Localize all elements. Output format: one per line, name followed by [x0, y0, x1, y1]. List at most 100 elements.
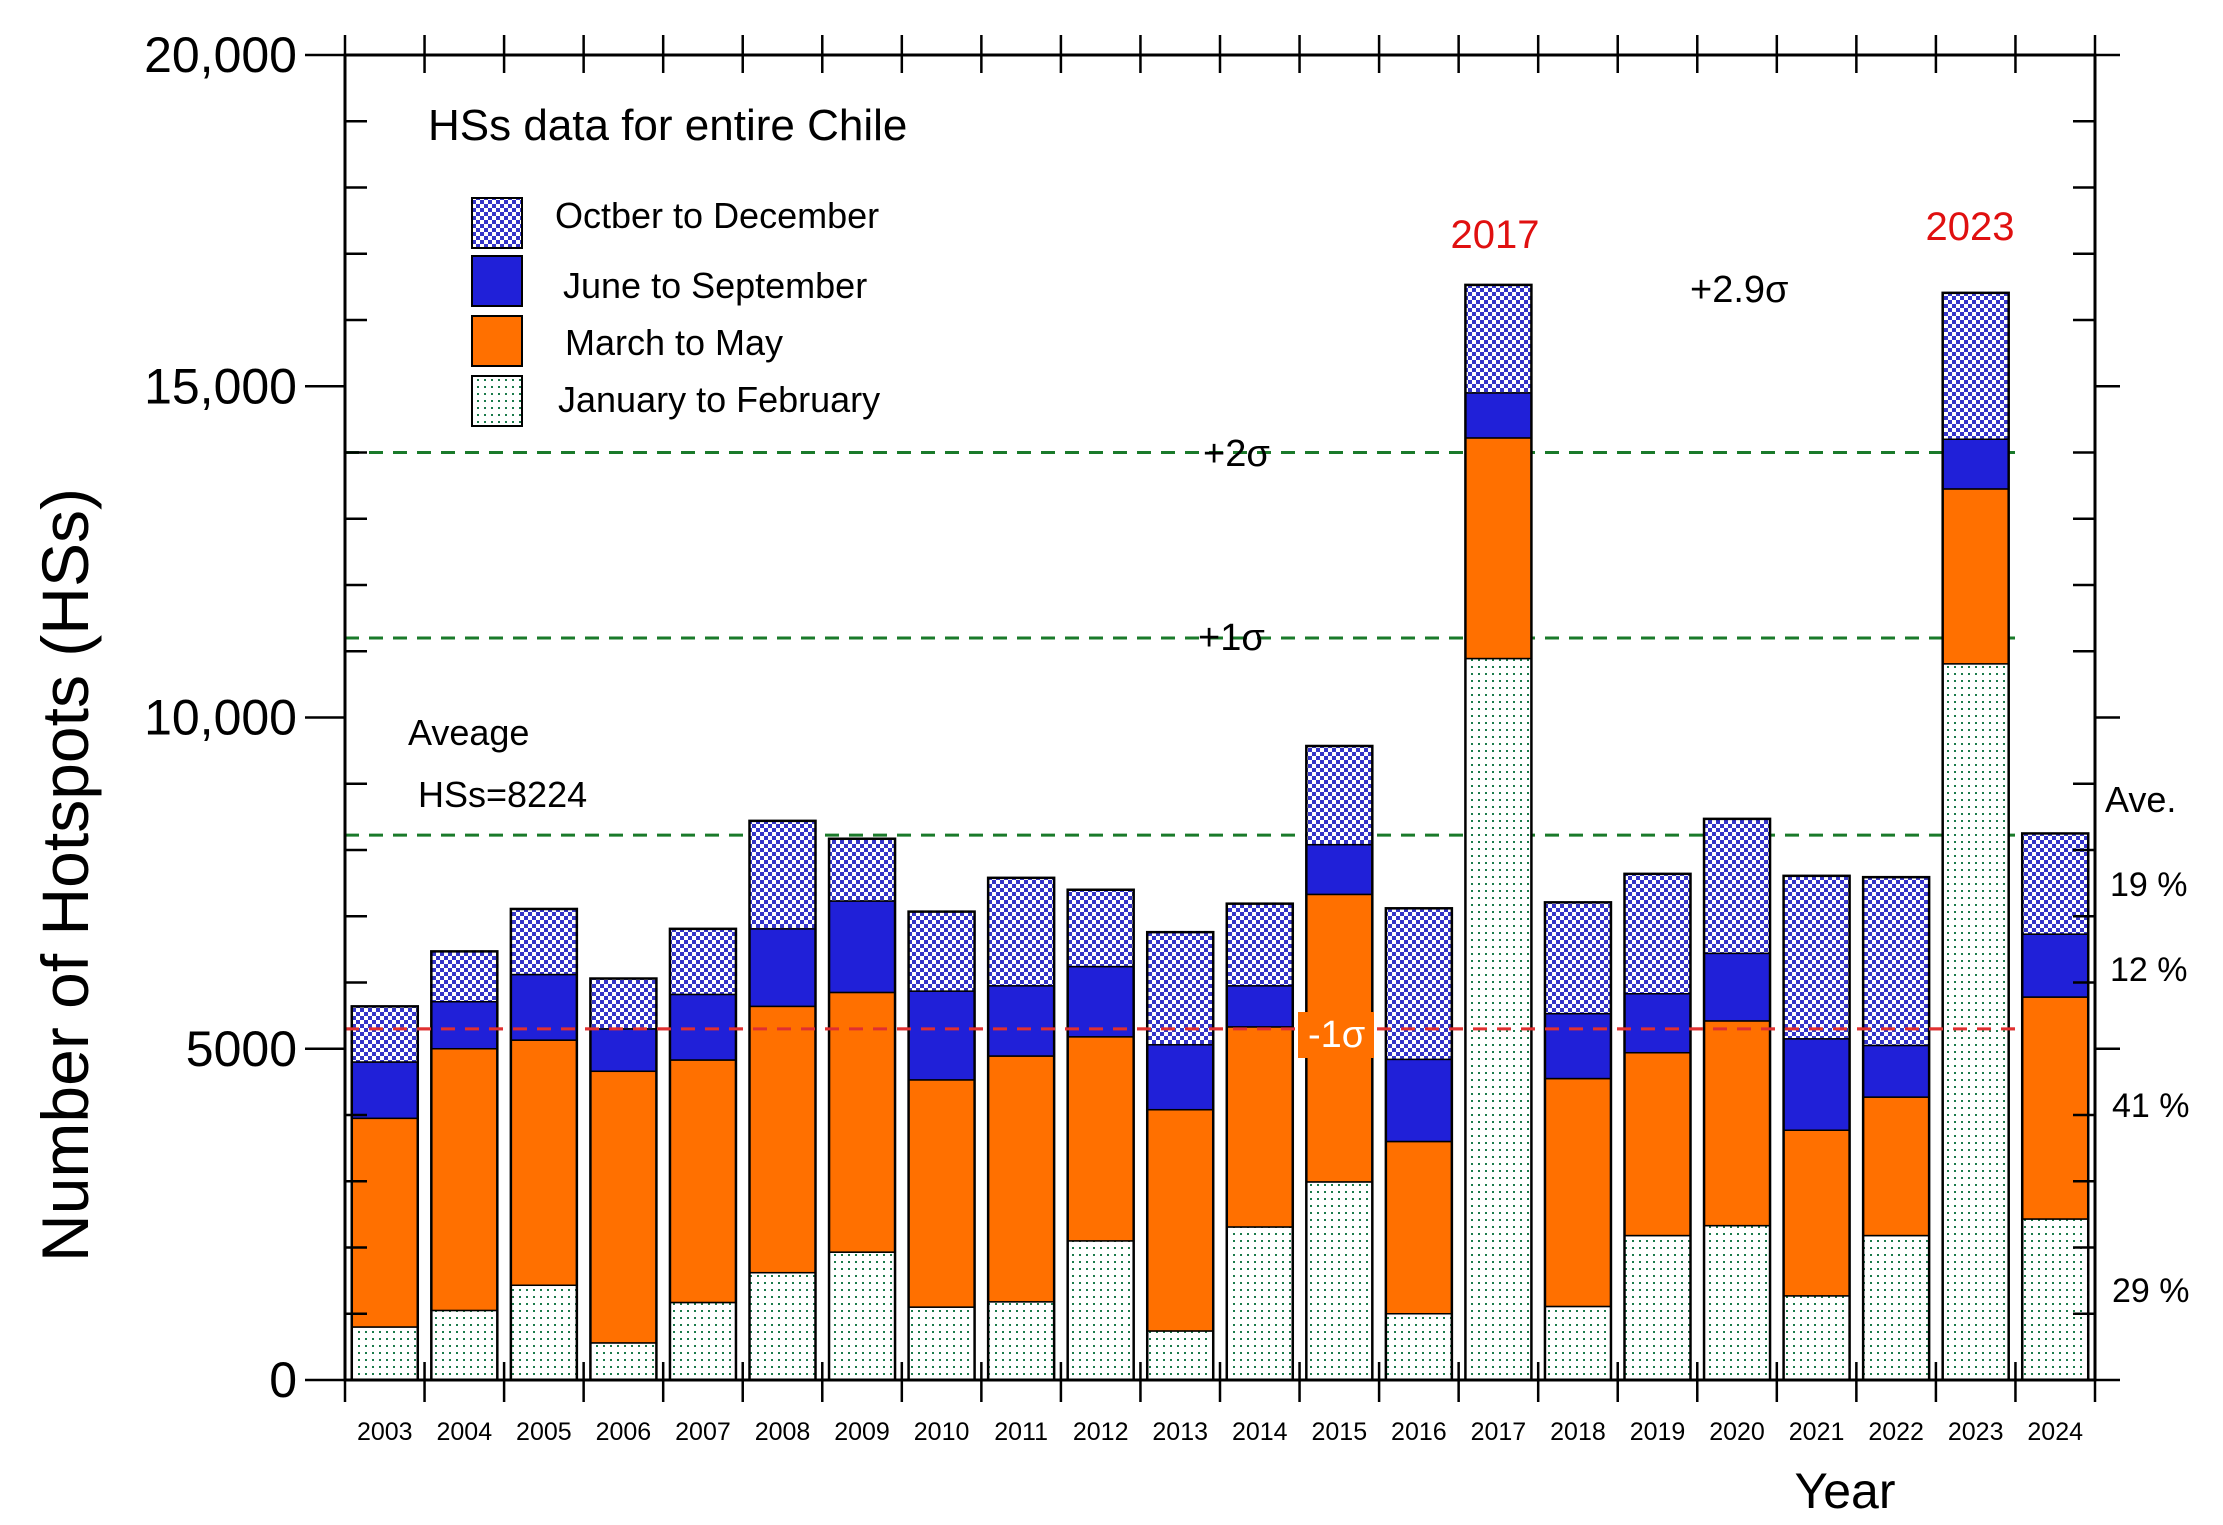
bar-janfeb-2015	[1305, 1181, 1374, 1381]
bar-janfeb-2009	[828, 1251, 896, 1381]
bar-marmay-2024	[2021, 996, 2089, 1220]
bar-janfeb-2019	[1623, 1234, 1692, 1381]
bar-janfeb-2013	[1146, 1330, 1214, 1381]
bar-junsep-2008	[748, 928, 817, 1008]
bar-junsep-2012	[1066, 965, 1135, 1038]
bar-janfeb-2024	[2021, 1218, 2089, 1381]
bar-junsep-2006	[589, 1028, 658, 1073]
bar-junsep-2013	[1146, 1044, 1214, 1111]
bar-janfeb-2022	[1862, 1234, 1930, 1381]
bar-janfeb-2023	[1941, 663, 2010, 1381]
chart-title: HSs data for entire Chile	[428, 101, 907, 150]
bar-junsep-2010	[907, 990, 976, 1081]
bar-janfeb-2020	[1703, 1224, 1771, 1381]
bar-marmay-2011	[987, 1055, 1055, 1303]
x-tick-label-2021: 2021	[1789, 1418, 1845, 1446]
x-tick-label-2006: 2006	[596, 1418, 652, 1446]
bar-janfeb-2011	[987, 1301, 1055, 1381]
average-label-line1: Aveage	[408, 712, 529, 753]
x-tick-label-2014: 2014	[1232, 1418, 1288, 1446]
x-tick-label-2007: 2007	[675, 1418, 731, 1446]
bar-octdec-2010	[907, 910, 976, 992]
bar-junsep-2022	[1862, 1044, 1930, 1098]
bar-junsep-2021	[1782, 1038, 1851, 1131]
bar-marmay-2023	[1941, 488, 2010, 665]
share-marmay: 41 %	[2112, 1087, 2190, 1125]
x-tick-label-2008: 2008	[755, 1418, 811, 1446]
bar-marmay-2013	[1146, 1108, 1214, 1332]
bar-junsep-2019	[1623, 993, 1692, 1054]
bar-marmay-2014	[1226, 1026, 1294, 1228]
bar-marmay-2007	[669, 1059, 737, 1304]
x-tick-label-2013: 2013	[1152, 1418, 1208, 1446]
bar-octdec-2015	[1305, 745, 1374, 846]
x-tick-label-2011: 2011	[994, 1418, 1048, 1446]
x-tick-label-2018: 2018	[1550, 1418, 1606, 1446]
minus1-sigma-label: -1σ	[1308, 1014, 1365, 1056]
x-tick-label-2003: 2003	[357, 1418, 413, 1446]
x-tick-label-2010: 2010	[914, 1418, 970, 1446]
bar-octdec-2019	[1623, 873, 1692, 995]
x-tick-label-2017: 2017	[1471, 1418, 1527, 1446]
bar-marmay-2010	[907, 1079, 976, 1308]
bar-janfeb-2018	[1544, 1305, 1612, 1381]
bar-junsep-2023	[1941, 438, 2010, 490]
bar-janfeb-2005	[510, 1284, 578, 1381]
bar-janfeb-2016	[1385, 1313, 1453, 1381]
bar-janfeb-2004	[430, 1309, 499, 1381]
bar-octdec-2024	[2021, 832, 2089, 935]
x-tick-label-2016: 2016	[1391, 1418, 1447, 1446]
peak-label-2017: 2017	[1451, 213, 1540, 257]
bar-janfeb-2012	[1066, 1240, 1135, 1381]
legend-label-octdec: Octber to December	[555, 195, 879, 236]
bar-janfeb-2003	[351, 1326, 419, 1381]
bar-junsep-2016	[1385, 1058, 1453, 1143]
x-tick-label-2004: 2004	[437, 1418, 493, 1446]
bar-marmay-2009	[828, 991, 896, 1253]
bar-octdec-2005	[510, 908, 578, 976]
bar-marmay-2006	[589, 1070, 658, 1344]
bar-marmay-2003	[351, 1117, 419, 1328]
bar-janfeb-2006	[589, 1342, 658, 1381]
bar-junsep-2015	[1305, 843, 1374, 896]
bar-janfeb-2010	[907, 1306, 976, 1381]
bar-junsep-2003	[351, 1061, 419, 1120]
share-junsep: 12 %	[2110, 951, 2188, 989]
legend-label-marmay: March to May	[565, 322, 783, 363]
plus2-sigma-label: +2σ	[1203, 433, 1270, 475]
bar-junsep-2017	[1464, 392, 1533, 439]
bar-octdec-2018	[1544, 901, 1612, 1015]
y-tick-label: 5000	[186, 1021, 297, 1077]
bar-janfeb-2017	[1464, 657, 1533, 1381]
bar-octdec-2003	[351, 1005, 419, 1063]
bar-junsep-2014	[1226, 985, 1294, 1028]
share-janfeb: 29 %	[2112, 1272, 2190, 1310]
bar-octdec-2004	[430, 950, 499, 1003]
bar-marmay-2019	[1623, 1051, 1692, 1237]
bar-octdec-2021	[1782, 875, 1851, 1040]
bar-junsep-2018	[1544, 1012, 1612, 1080]
bar-octdec-2012	[1066, 889, 1135, 968]
bar-marmay-2016	[1385, 1140, 1453, 1315]
plus1-sigma-label: +1σ	[1198, 617, 1265, 659]
share-octdec: 19 %	[2110, 866, 2188, 904]
x-tick-label-2024: 2024	[2027, 1418, 2083, 1446]
bar-octdec-2011	[987, 877, 1055, 987]
bar-junsep-2004	[430, 1000, 499, 1050]
bar-octdec-2023	[1941, 292, 2010, 440]
x-tick-label-2015: 2015	[1312, 1418, 1368, 1446]
bar-octdec-2022	[1862, 876, 1930, 1047]
legend-label-janfeb: January to February	[558, 379, 880, 420]
share-header: Ave.	[2105, 779, 2176, 820]
bar-octdec-2016	[1385, 907, 1453, 1061]
bar-janfeb-2007	[669, 1301, 737, 1381]
bar-marmay-2005	[510, 1039, 578, 1287]
legend-swatch-marmay	[471, 315, 523, 367]
y-tick-label: 15,000	[144, 358, 297, 414]
x-tick-label-2020: 2020	[1709, 1418, 1765, 1446]
bar-marmay-2008	[748, 1005, 817, 1274]
bar-janfeb-2021	[1782, 1295, 1851, 1381]
sigma-peak-label: +2.9σ	[1690, 269, 1788, 311]
bar-marmay-2017	[1464, 437, 1533, 660]
y-tick-label: 20,000	[144, 27, 297, 83]
